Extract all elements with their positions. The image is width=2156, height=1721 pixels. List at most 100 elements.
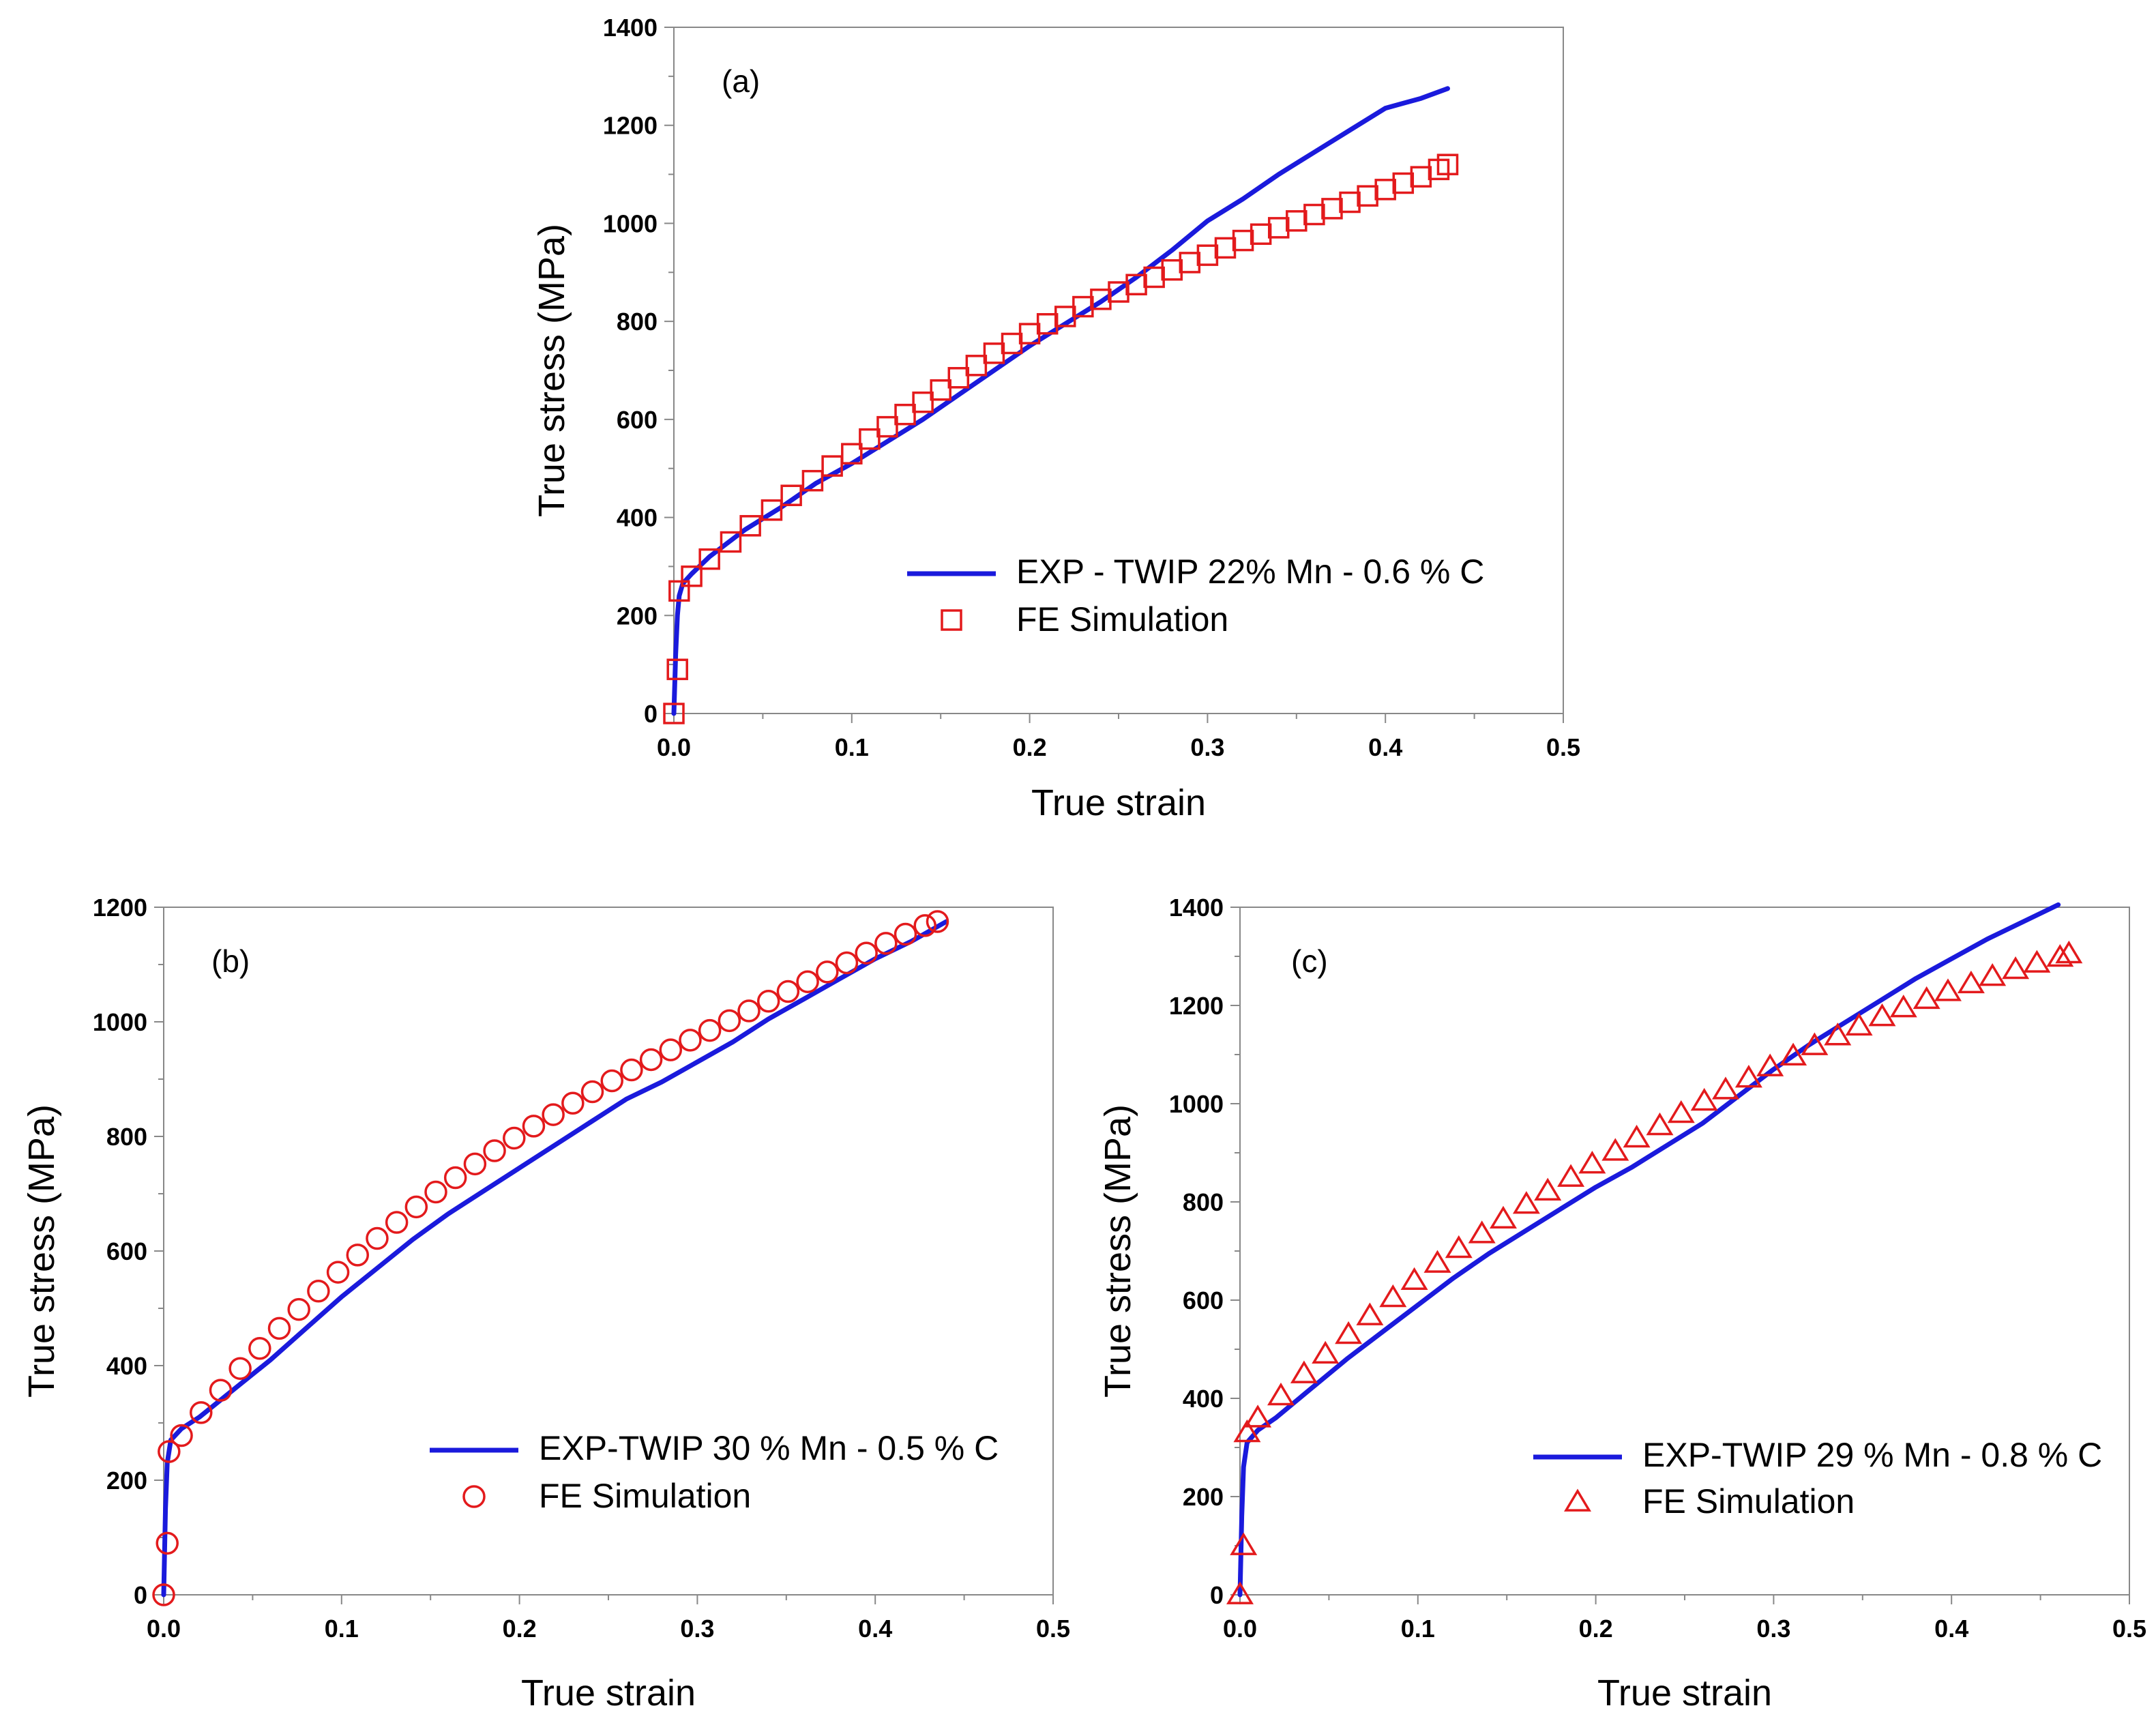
x-tick-label: 0.1 [325,1615,359,1643]
fe-data-point [666,658,688,681]
y-tick-label: 800 [106,1123,147,1151]
x-tick-label: 0.0 [147,1615,181,1643]
exp-series-line [671,86,1450,716]
legend: EXP - TWIP 22% Mn - 0.6 % C FE Simulation [907,553,1484,638]
chart-panel-b: 0.0 0.1 0.2 0.3 0.4 0.5 0 200 400 600 800 1000 1200 T… [21,894,1070,1713]
fe-data-point [1489,1205,1517,1229]
fe-data-point [874,932,898,955]
fe-data-point [1125,274,1147,295]
fe-data-point [1090,289,1112,310]
legend-exp-label: EXP - TWIP 22% Mn - 0.6 % C [1016,553,1484,591]
fe-data-point [1601,1138,1629,1161]
fe-data-point [1143,266,1165,289]
fe-data-point [1214,237,1237,259]
fe-data-point [346,1244,370,1267]
fe-data-point [1179,252,1201,274]
fe-data-point [1913,986,1940,1010]
fe-data-point [1578,1151,1606,1174]
y-tick-label: 0 [644,700,658,728]
fe-data-point [913,914,936,937]
fe-data-point [1711,1076,1739,1100]
fe-data-point [835,951,859,975]
fe-data-point [1250,223,1272,245]
fe-data-point [1423,1250,1451,1273]
fe-data-point [1845,1012,1873,1036]
fe-data-point [190,1401,213,1424]
y-tick-label: 600 [106,1237,147,1265]
fe-data-point [228,1357,252,1380]
fe-data-point [1036,312,1059,335]
fe-data-point [542,1103,565,1126]
fe-data-point [209,1379,233,1402]
y-tick-label: 800 [617,308,658,336]
fe-data-point [1286,210,1308,232]
fe-data-point [1072,295,1094,318]
legend-exp-label: EXP-TWIP 30 % Mn - 0.5 % C [539,1429,999,1467]
y-tick-label: 0 [134,1581,147,1609]
fe-data-point [580,1080,604,1104]
fe-data-point [1232,229,1254,252]
fe-data-point [170,1424,193,1447]
fe-data-point [737,999,760,1023]
fe-data-point [2046,943,2074,967]
x-axis-title: True strain [521,1673,696,1713]
y-tick-label: 200 [617,602,658,630]
x-axis-title: True strain [1031,782,1206,823]
fe-data-point [894,403,916,426]
y-tick-label: 800 [1183,1188,1224,1216]
y-tick-label: 0 [1210,1581,1224,1609]
exp-series-line [161,919,949,1598]
x-tick-label: 0.3 [1190,733,1224,761]
fe-data-point [841,443,863,465]
fe-data-point [1267,1382,1295,1406]
fe-series-markers [663,153,1459,724]
fe-data-point [983,342,1005,364]
panel-label: (c) [1291,943,1328,979]
fe-data-point [698,1018,722,1042]
fe-data-point [1780,1042,1807,1065]
legend-marker-swatch [462,1485,486,1508]
x-tick-label: 0.2 [1013,733,1047,761]
fe-data-point [1690,1087,1718,1111]
fe-data-point [287,1297,310,1321]
fe-data-point [739,515,761,537]
x-tick-label: 0.3 [680,1615,714,1643]
fe-data-point [443,1166,467,1190]
fe-data-point [1001,332,1023,355]
fe-data-point [1339,191,1361,214]
fe-data-point [307,1280,330,1303]
x-tick-label: 0.3 [1756,1615,1790,1643]
fe-data-point [1374,179,1396,201]
fe-data-point [463,1152,487,1176]
x-tick-label: 0.5 [1036,1615,1070,1643]
fe-data-point [1290,1360,1318,1383]
fe-data-point [1379,1284,1407,1308]
fe-data-point [561,1091,585,1115]
fe-data-point [760,499,783,521]
fe-data-point [926,910,949,933]
y-axis-title: True stress (MPa) [531,224,572,517]
fe-data-point [720,531,742,553]
x-tick-label: 0.0 [657,733,691,761]
fe-data-point [663,703,685,724]
x-tick-label: 0.2 [1579,1615,1613,1643]
y-tick-label: 1200 [1169,992,1224,1020]
y-tick-label: 600 [1183,1286,1224,1314]
fe-data-point [385,1211,409,1234]
fe-data-point [152,1583,175,1606]
fe-data-point [1623,1124,1651,1148]
fe-data-point [1512,1191,1540,1214]
fe-data-point [267,1317,291,1340]
y-axis-title: True stress (MPa) [21,1104,62,1398]
fe-data-point [366,1226,389,1250]
x-tick-label: 0.4 [1934,1615,1968,1643]
fe-data-point [1979,963,2007,986]
fe-data-point [796,970,819,993]
fe-data-point [930,379,951,401]
legend-marker-swatch [1564,1488,1591,1512]
fe-data-point [404,1195,428,1219]
fe-data-point [1646,1112,1674,1136]
fe-data-point [1226,1581,1254,1604]
fe-data-point [1445,1235,1473,1259]
